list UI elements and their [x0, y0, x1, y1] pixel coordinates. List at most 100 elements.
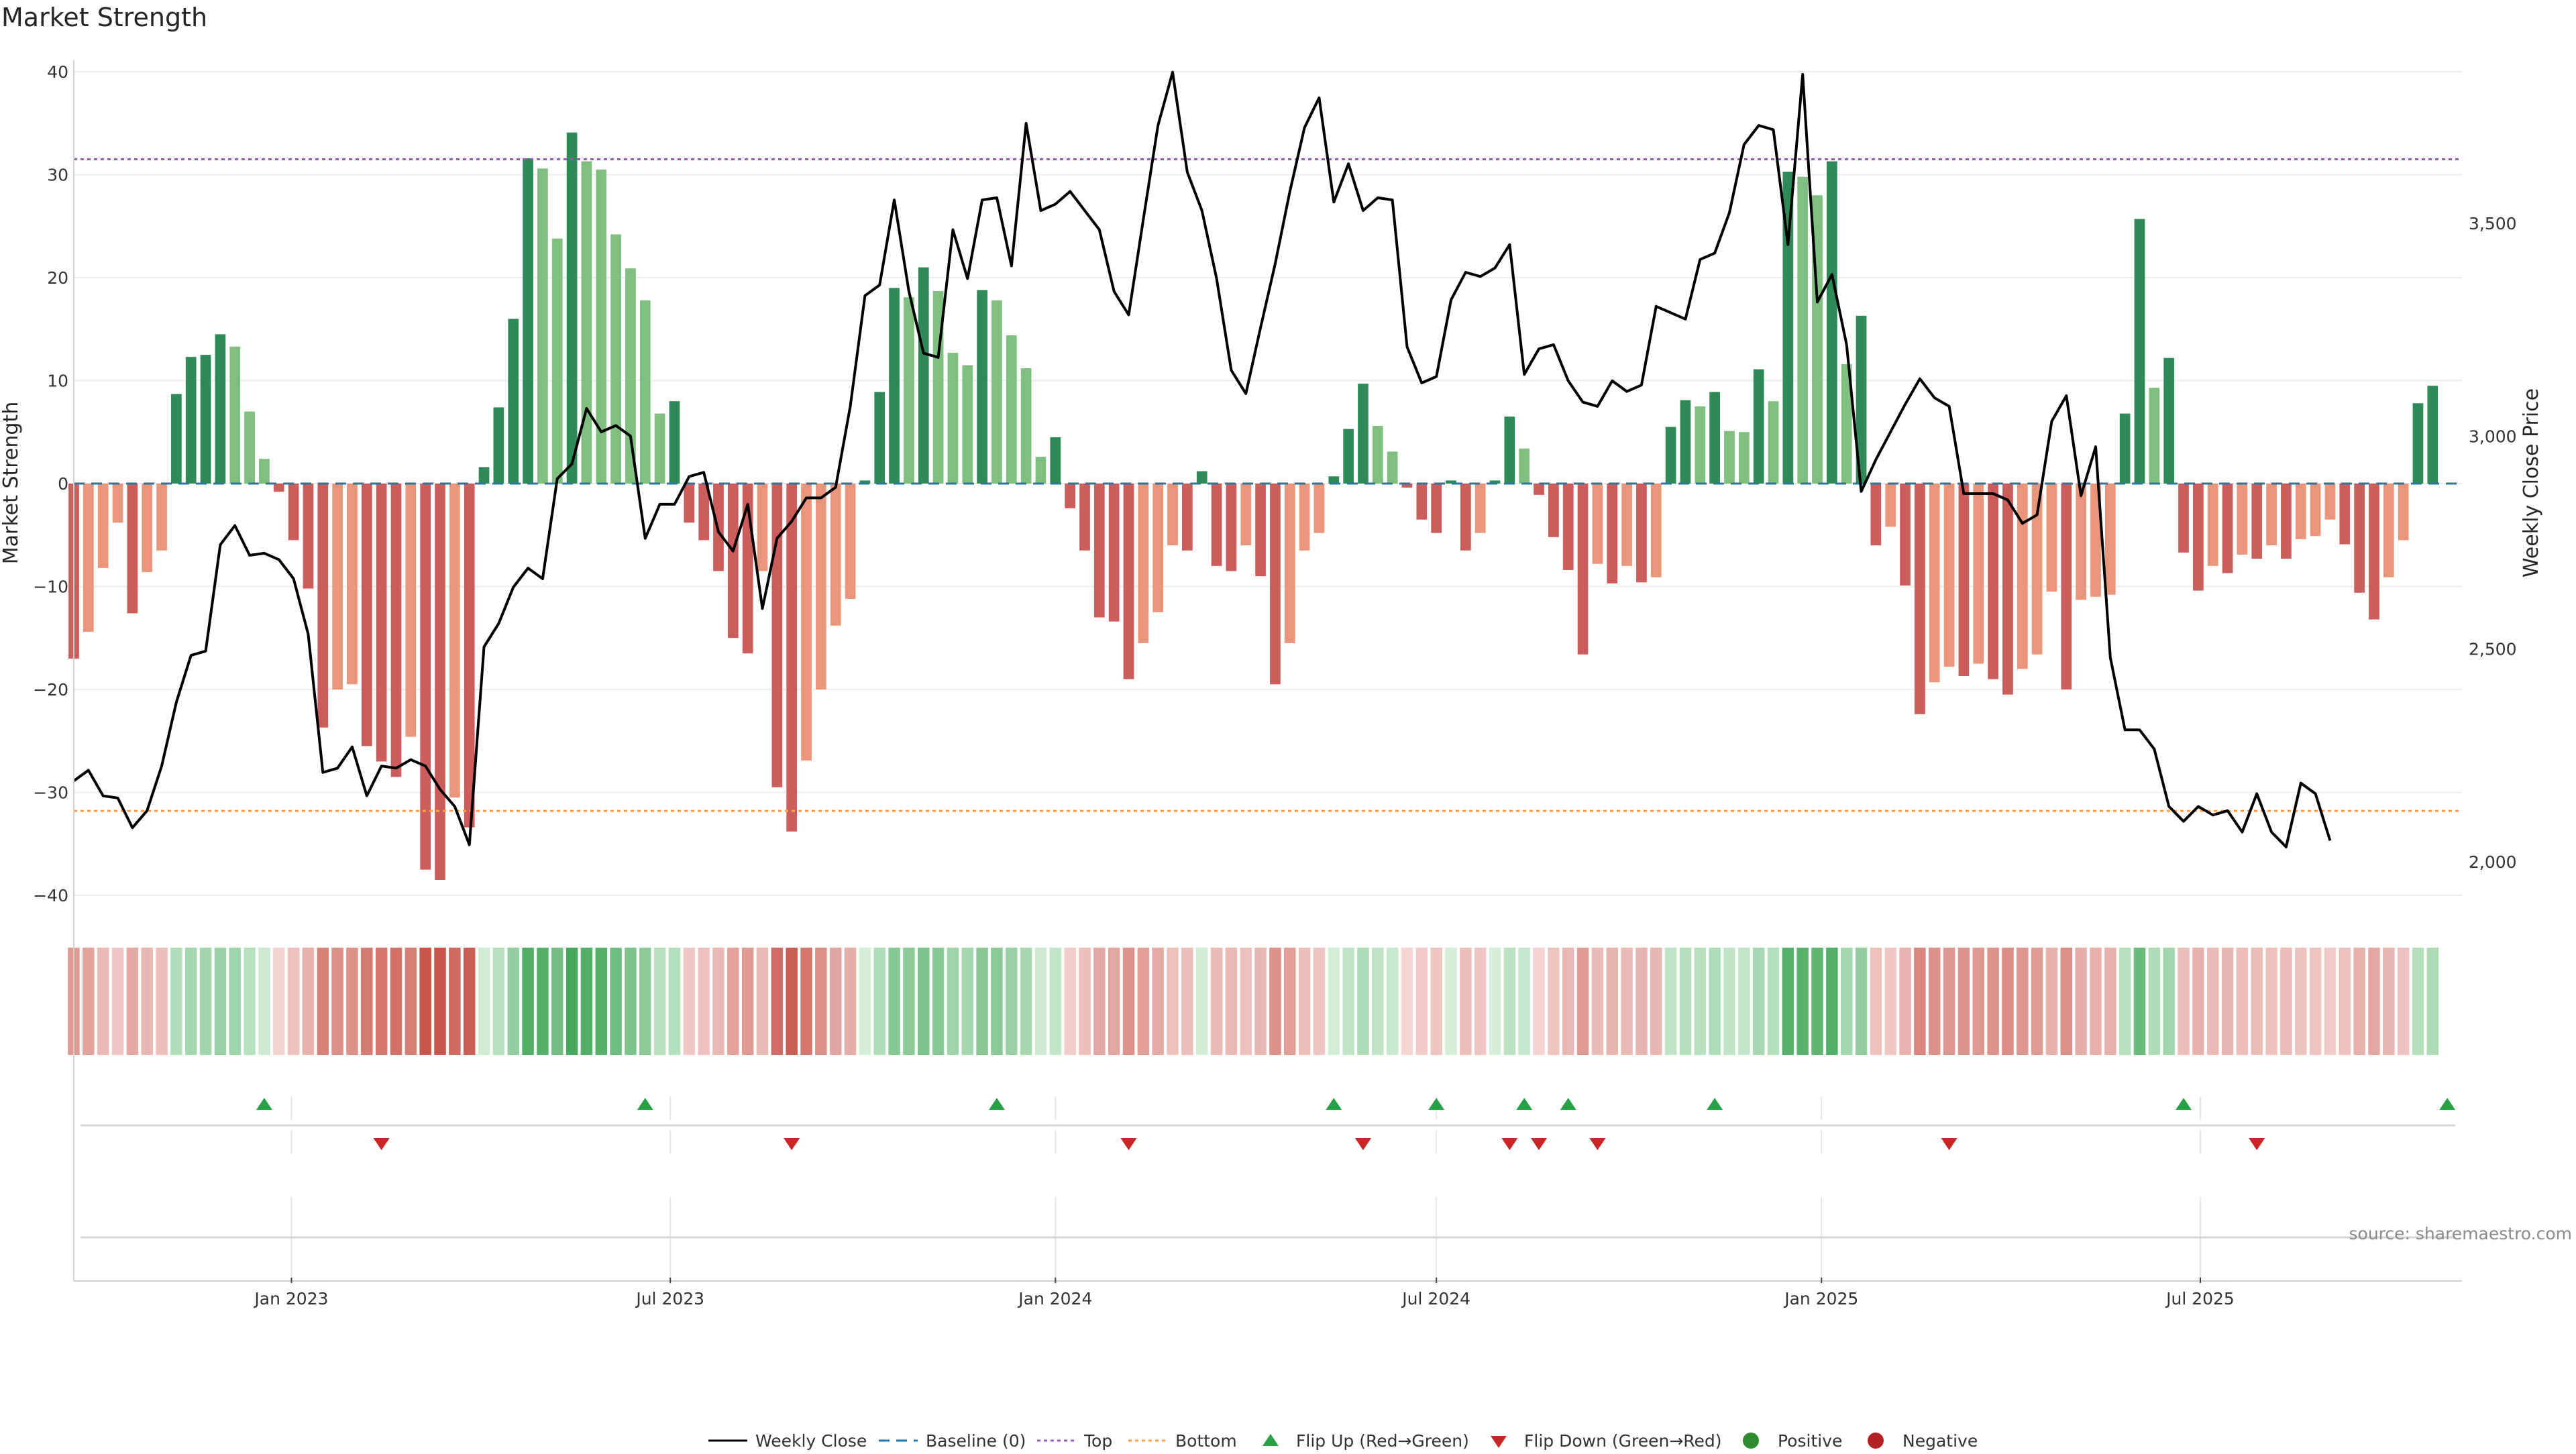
heat-cell — [1195, 948, 1208, 1055]
y-axis-right-label: Weekly Close Price — [2520, 388, 2543, 577]
heat-cell — [83, 948, 95, 1055]
heat-cell — [273, 948, 285, 1055]
heat-cell — [434, 948, 446, 1055]
heat-cell — [97, 948, 109, 1055]
legend-bottom-label: Bottom — [1175, 1431, 1237, 1451]
strength-bar — [142, 484, 153, 573]
x-tick-label: Jan 2024 — [1017, 1289, 1092, 1308]
heat-cell — [2397, 948, 2410, 1055]
heat-cell — [610, 948, 622, 1055]
heat-cell — [903, 948, 915, 1055]
strength-bar — [2383, 484, 2394, 577]
strength-bar — [1548, 484, 1559, 537]
strength-bar — [757, 484, 768, 571]
heat-cell — [2280, 948, 2292, 1055]
heat-cell — [1503, 948, 1516, 1055]
strength-bar — [1915, 484, 1925, 714]
strength-bar — [185, 357, 197, 484]
heat-cell — [2148, 948, 2161, 1055]
heat-cell — [815, 948, 827, 1055]
x-gridlines — [290, 1097, 2201, 1278]
strength-bar — [2046, 484, 2057, 592]
strength-bar — [1167, 484, 1178, 546]
strength-bar — [1973, 484, 1984, 664]
y-left-tick-label: −20 — [33, 680, 68, 700]
heat-cell — [390, 948, 402, 1055]
heat-cell — [1548, 948, 1560, 1055]
y-right-ticks: 3,500 3,000 2,500 2,000 — [2469, 214, 2517, 872]
strength-bar — [2149, 388, 2160, 484]
heat-cell — [1709, 948, 1721, 1055]
strength-bar — [1562, 484, 1574, 570]
strength-bar — [1724, 431, 1735, 484]
heat-cell — [449, 948, 461, 1055]
strength-bar — [273, 484, 284, 492]
heat-cell — [2002, 948, 2014, 1055]
strength-bar — [2324, 484, 2336, 520]
legend-flip-down-label: Flip Down (Green→Red) — [1524, 1431, 1722, 1451]
heat-cell — [2221, 948, 2234, 1055]
flip-down-marker — [1589, 1138, 1606, 1150]
y-axis-left-label: Market Strength — [0, 402, 23, 564]
heat-cell — [1796, 948, 1809, 1055]
flip-up-icon — [1263, 1434, 1279, 1446]
strength-bar — [1020, 368, 1032, 484]
strength-bar — [303, 484, 314, 589]
strength-bar — [1328, 476, 1340, 484]
legend-baseline: Baseline (0) — [879, 1431, 1026, 1451]
strength-bar — [1797, 176, 1809, 484]
strength-bar — [1079, 484, 1090, 551]
strength-bar — [317, 484, 329, 728]
heat-cell — [873, 948, 885, 1055]
heat-strip — [68, 948, 2439, 1055]
heat-cell — [302, 948, 315, 1055]
strength-bar — [551, 238, 563, 484]
legend-negative: Negative — [1868, 1431, 1978, 1451]
heat-cell — [1181, 948, 1193, 1055]
strength-bar — [991, 300, 1002, 484]
flip-up-marker — [2439, 1098, 2456, 1110]
strength-bar — [1870, 484, 1882, 546]
heat-cell — [1049, 948, 1062, 1055]
heat-cell — [1957, 948, 1970, 1055]
heat-cell — [947, 948, 959, 1055]
heat-cell — [800, 948, 812, 1055]
strength-bar — [2163, 357, 2175, 484]
strength-bar — [1431, 484, 1442, 533]
chart-title: Market Strength — [1, 3, 208, 32]
heat-cell — [463, 948, 476, 1055]
heat-cell — [991, 948, 1003, 1055]
strength-bar — [1988, 484, 1998, 679]
heat-cell — [1401, 948, 1413, 1055]
heat-cell — [1357, 948, 1369, 1055]
heat-cell — [2192, 948, 2204, 1055]
strength-bar — [420, 484, 431, 870]
strength-bar — [2119, 413, 2131, 484]
strength-bar — [2017, 484, 2028, 669]
strength-bar — [1768, 401, 1779, 484]
heat-cell — [932, 948, 945, 1055]
heat-cell — [184, 948, 197, 1055]
heat-cell — [2031, 948, 2043, 1055]
heat-cell — [756, 948, 769, 1055]
heat-cell — [229, 948, 241, 1055]
y-left-tick-label: −30 — [33, 783, 68, 803]
legend-flip-up-label: Flip Up (Red→Green) — [1296, 1431, 1469, 1451]
heat-cell — [1914, 948, 1926, 1055]
strength-bar — [1211, 484, 1222, 566]
heat-cell — [346, 948, 358, 1055]
strength-bar — [1065, 484, 1076, 508]
heat-cell — [2104, 948, 2116, 1055]
strength-bar — [874, 392, 885, 484]
heat-cell — [888, 948, 900, 1055]
heat-cell — [522, 948, 534, 1055]
strength-bar — [1929, 484, 1940, 683]
heat-cell — [2206, 948, 2219, 1055]
heat-cell — [1855, 948, 1868, 1055]
heat-cell — [1635, 948, 1648, 1055]
heat-cell — [1284, 948, 1296, 1055]
heat-cell — [1430, 948, 1442, 1055]
strength-bar — [2398, 484, 2409, 541]
weekly-close-line — [72, 70, 2332, 848]
